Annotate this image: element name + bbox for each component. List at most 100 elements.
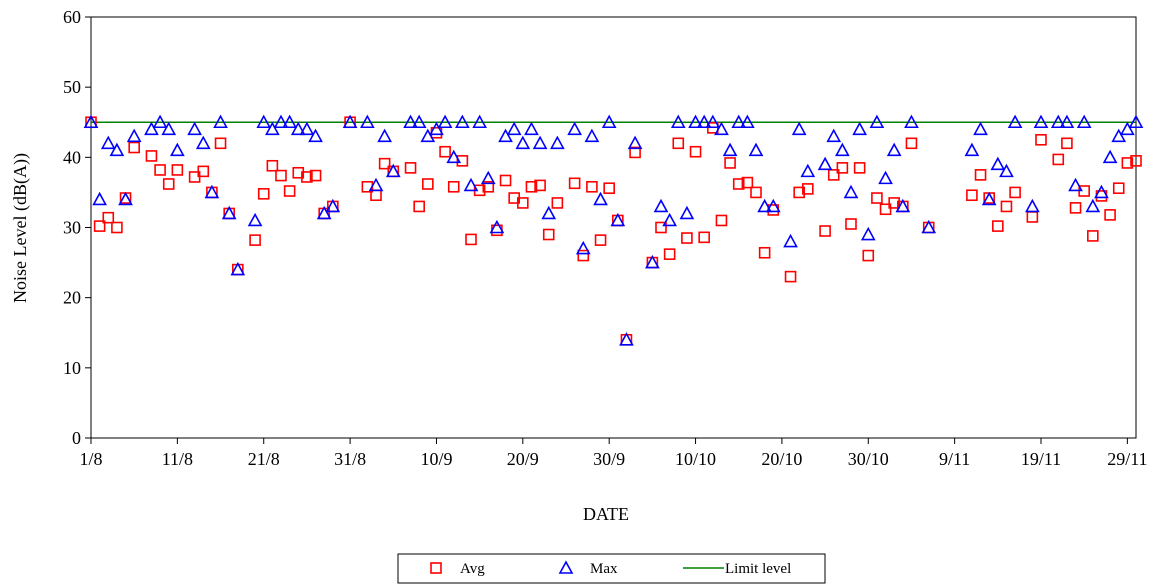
max-point	[878, 170, 893, 185]
avg-point	[301, 171, 313, 183]
max-point	[480, 170, 496, 185]
max-point	[981, 191, 997, 206]
avg-point	[698, 231, 710, 244]
max-point	[420, 128, 436, 143]
max-point	[109, 142, 125, 157]
avg-point	[111, 221, 123, 234]
max-point	[783, 233, 798, 248]
avg-point	[542, 228, 555, 241]
max-point	[1050, 114, 1066, 129]
avg-point	[499, 174, 512, 187]
max-point	[489, 219, 505, 234]
avg-point	[1052, 153, 1065, 166]
max-point	[757, 198, 772, 213]
max-point	[256, 114, 272, 129]
max-point	[904, 114, 919, 129]
avg-point	[715, 214, 728, 227]
x-tick-label: 31/8	[334, 449, 366, 469]
max-point	[144, 121, 159, 136]
avg-point	[447, 181, 460, 193]
avg-point	[283, 185, 296, 197]
max-point	[385, 163, 401, 178]
max-point	[826, 128, 842, 143]
avg-point	[266, 159, 279, 172]
max-point	[221, 205, 237, 220]
max-point	[593, 191, 608, 206]
plot-area	[90, 16, 1137, 439]
avg-point	[378, 157, 391, 170]
avg-point	[594, 234, 607, 246]
avg-point	[249, 234, 261, 246]
avg-point	[741, 176, 754, 189]
max-point	[411, 114, 427, 129]
avg-point	[422, 178, 434, 190]
avg-point	[1035, 133, 1047, 146]
max-point	[584, 128, 600, 143]
max-point	[83, 114, 99, 129]
max-point	[377, 128, 392, 143]
max-point	[1007, 114, 1023, 129]
max-point	[247, 212, 263, 227]
avg-point	[128, 141, 140, 154]
max-point	[1033, 114, 1049, 129]
max-point	[688, 114, 703, 129]
y-tick-label: 60	[63, 7, 81, 27]
avg-point	[517, 197, 529, 209]
max-point	[524, 121, 539, 136]
max-point	[290, 121, 306, 136]
y-tick-label: 20	[63, 288, 81, 308]
max-point	[126, 128, 142, 143]
avg-point	[992, 220, 1004, 232]
max-point	[100, 135, 116, 150]
max-point	[118, 191, 133, 206]
max-point	[679, 205, 695, 220]
x-tick-label: 30/10	[848, 449, 889, 469]
avg-point	[439, 145, 451, 158]
max-point	[696, 114, 712, 129]
x-axis: 1/8 11/8 21/8 31/8 10/9 20/9 30/9 10/10 20/10 30/…	[79, 438, 1148, 469]
max-point	[662, 212, 677, 227]
max-point	[567, 121, 582, 136]
max-point	[601, 114, 617, 129]
y-tick-label: 0	[72, 428, 81, 448]
legend-limit-label: Limit level	[725, 561, 791, 577]
avg-point	[845, 218, 857, 230]
max-point	[360, 114, 375, 129]
avg-point	[1061, 137, 1073, 150]
x-axis-label: DATE	[583, 504, 629, 524]
x-tick-label: 1/8	[79, 449, 102, 469]
max-point	[705, 114, 721, 129]
avg-point	[1009, 186, 1021, 199]
legend-max-marker	[558, 560, 574, 574]
avg-point	[1104, 209, 1116, 221]
avg-point	[309, 169, 322, 182]
avg-point	[93, 220, 106, 232]
max-point	[1076, 114, 1092, 129]
avg-point	[102, 211, 115, 224]
max-point	[187, 121, 202, 136]
x-tick-label: 29/11	[1107, 449, 1147, 469]
max-point	[195, 135, 211, 150]
max-point	[550, 135, 565, 150]
avg-point	[534, 179, 546, 192]
max-point	[835, 142, 850, 157]
x-tick-label: 21/8	[248, 449, 280, 469]
max-point	[1102, 149, 1118, 164]
avg-point	[905, 137, 918, 150]
max-point	[999, 163, 1014, 178]
max-point	[627, 135, 643, 150]
avg-point	[171, 164, 184, 176]
max-point	[368, 177, 384, 192]
max-point	[886, 142, 902, 157]
max-point	[161, 121, 177, 136]
x-tick-label: 20/9	[507, 449, 539, 469]
avg-point	[145, 150, 158, 162]
max-point	[1085, 198, 1101, 213]
avg-point	[525, 181, 538, 193]
avg-point	[724, 157, 736, 169]
max-point	[670, 114, 686, 129]
max-point	[869, 114, 885, 129]
y-tick-label: 10	[63, 358, 81, 378]
max-point	[973, 121, 988, 136]
max-point	[316, 205, 332, 220]
